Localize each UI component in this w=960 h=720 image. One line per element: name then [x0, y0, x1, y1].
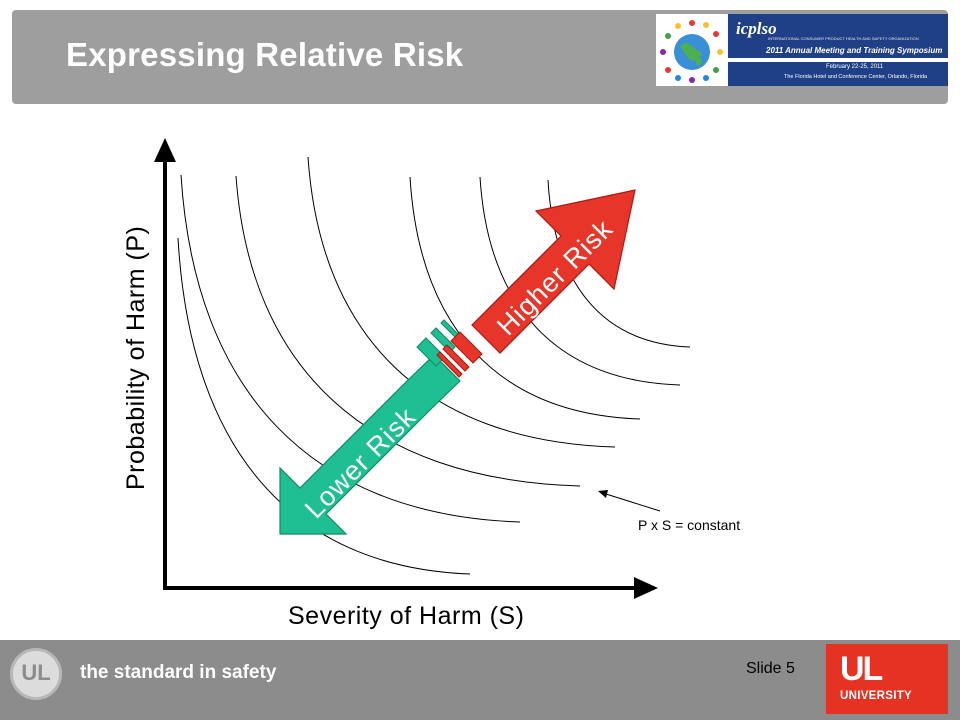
ul-university-logo: UL UNIVERSITY [826, 644, 948, 714]
risk-diagram: Higher Risk Lower Risk Probability of Ha… [122, 138, 740, 630]
footer-tagline: the standard in safety [80, 662, 277, 683]
slide-number: Slide 5 [746, 660, 795, 677]
banner-strip [728, 14, 948, 86]
footer-bar: UL the standard in safety Slide 5 UL UNI… [0, 640, 960, 720]
banner-org: icplso [736, 19, 777, 38]
ul-logo-icon: UL [10, 648, 62, 700]
higher-risk-stripe-2 [442, 344, 470, 372]
y-axis-arrowhead [154, 138, 176, 162]
globe-people-logo [660, 20, 723, 83]
y-axis-label: Probability of Harm (P) [122, 226, 150, 490]
curve-annotation: P x S = constant [638, 517, 740, 533]
lower-risk-label: Lower Risk [299, 402, 422, 525]
iso-risk-curve-6 [479, 176, 681, 386]
conference-banner: icplso INTERNATIONAL CONSUMER PRODUCT HE… [656, 14, 948, 86]
iso-risk-curve-1 [177, 237, 471, 575]
curve-annotation-arrow [598, 490, 661, 512]
banner-venue: The Florida Hotel and Conference Center,… [784, 74, 928, 80]
slide-title: Expressing Relative Risk [66, 36, 464, 73]
banner-dates: February 22-25, 2011 [826, 64, 884, 70]
x-axis-arrowhead [634, 577, 658, 599]
x-axis-label: Severity of Harm (S) [288, 602, 524, 630]
higher-risk-arrow [436, 189, 636, 378]
higher-risk-stripe-1 [450, 331, 483, 364]
higher-risk-stripe-3 [436, 351, 463, 378]
iso-risk-curve-4 [307, 156, 616, 448]
iso-risk-curve-2 [180, 174, 521, 523]
banner-event: 2011 Annual Meeting and Training Symposi… [766, 46, 943, 55]
banner-org-sub: INTERNATIONAL CONSUMER PRODUCT HEALTH AN… [768, 36, 919, 41]
iso-risk-curve-3 [235, 175, 581, 487]
lower-risk-stripe-2 [430, 327, 456, 353]
higher-risk-label: Higher Risk [491, 214, 619, 342]
